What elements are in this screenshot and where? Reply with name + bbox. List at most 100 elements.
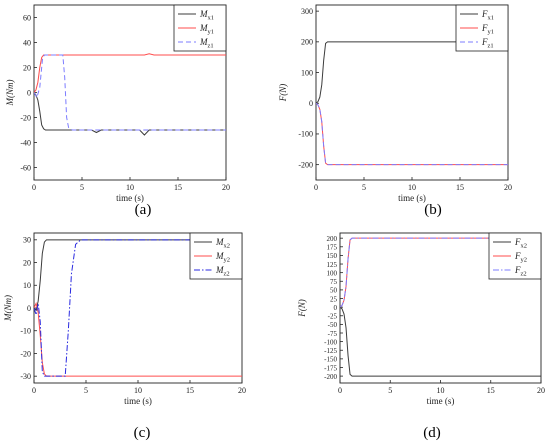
legend-label-subscript: x1 [488, 15, 495, 22]
y-tick-label: 20 [23, 63, 31, 72]
legend-label-subscript: x2 [224, 243, 231, 250]
series-line-Mx1 [34, 92, 226, 136]
y-tick-label: 100 [327, 269, 338, 277]
panel-caption: (c) [134, 425, 151, 441]
y-tick-label: -150 [324, 356, 337, 364]
chart-panel-b: 0 5 10 15 20 -200 -100 0 100 200 300 time (s) F(N) Fx… [278, 4, 512, 218]
chart-panel-c: 0 5 10 15 20 -30 -20 -10 0 10 20 30 time (s) M(Nm) Mx2… [3, 232, 246, 441]
legend-label-subscript: y2 [224, 257, 231, 264]
panel-caption: (a) [135, 202, 152, 218]
legend-label-symbol: F [481, 9, 488, 19]
y-tick-label: 0 [27, 304, 31, 313]
y-tick-label: 50 [330, 287, 338, 295]
x-tick-label: 20 [537, 386, 545, 395]
series-line-Fx1 [316, 41, 508, 104]
y-tick-label: 0 [309, 99, 313, 108]
legend-label-subscript: z1 [208, 43, 214, 50]
series-line-Fz1 [316, 102, 508, 166]
y-tick-label: 30 [23, 236, 31, 245]
legend-label: Fx1 [481, 9, 494, 22]
y-tick-label: 25 [330, 295, 338, 303]
chart-panel-d: 0 5 10 15 20-200-175-150-125-100-75-50-25025… [297, 232, 545, 441]
legend-label-subscript: x2 [521, 243, 528, 250]
legend-label-symbol: M [215, 251, 224, 261]
y-tick-label: -60 [20, 163, 31, 172]
y-tick-label: -75 [328, 330, 338, 338]
legend-label-symbol: M [215, 265, 224, 275]
legend-label: Fz1 [481, 37, 494, 50]
panel-caption: (d) [423, 425, 441, 441]
y-tick-label: 150 [327, 252, 338, 260]
series-line-Fy1 [316, 102, 508, 166]
y-tick-label: 200 [327, 235, 338, 243]
y-tick-label: -175 [324, 364, 337, 372]
legend-label: My2 [215, 251, 230, 264]
y-tick-label: -20 [20, 349, 31, 358]
legend-label-subscript: y2 [521, 257, 528, 264]
legend-label-subscript: z2 [224, 271, 230, 278]
legend-label: Fy1 [481, 23, 494, 36]
y-tick-label: 200 [301, 38, 313, 47]
x-tick-label: 10 [126, 183, 134, 192]
x-tick-label: 5 [388, 386, 392, 395]
x-tick-label: 15 [487, 386, 495, 395]
legend-label: Mx1 [199, 9, 214, 22]
y-tick-label: -200 [324, 373, 337, 381]
y-tick-label: -10 [20, 327, 31, 336]
legend-label: Mz1 [199, 37, 214, 50]
legend-label-symbol: M [215, 237, 224, 247]
legend-label-symbol: F [514, 237, 521, 247]
legend-label: Fy2 [514, 251, 527, 264]
legend-label: Fx2 [514, 237, 527, 250]
y-tick-label: 10 [23, 281, 31, 290]
legend-label-symbol: F [514, 265, 521, 275]
x-tick-label: 5 [84, 386, 88, 395]
y-tick-label: -200 [298, 160, 313, 169]
y-axis-label: F(N) [278, 84, 288, 103]
y-tick-label: -125 [324, 347, 337, 355]
legend-label: My1 [199, 23, 214, 36]
legend-label-symbol: F [481, 23, 488, 33]
x-tick-label: 10 [408, 183, 416, 192]
y-tick-label: 100 [301, 68, 313, 77]
series-line-Mz2 [34, 239, 242, 377]
legend-label-symbol: F [481, 37, 488, 47]
legend-label-symbol: M [199, 23, 208, 33]
x-tick-label: 0 [32, 386, 36, 395]
x-tick-label: 5 [362, 183, 366, 192]
x-tick-label: 5 [80, 183, 84, 192]
series-line-Mz1 [34, 54, 226, 131]
x-tick-label: 20 [238, 386, 246, 395]
x-tick-label: 0 [338, 386, 342, 395]
legend-label-symbol: M [199, 9, 208, 19]
y-tick-label: 300 [301, 7, 313, 16]
y-tick-label: -100 [324, 338, 337, 346]
y-axis-label: F(N) [297, 299, 307, 318]
x-tick-label: 10 [134, 386, 142, 395]
chart-panel-a: 0 5 10 15 20 -60 -40 -20 0 20 40 60 time (s) M(Nm) Mx1… [5, 4, 230, 218]
x-tick-label: 20 [222, 183, 230, 192]
legend-label-subscript: z1 [488, 43, 494, 50]
series-line-My2 [34, 301, 242, 377]
legend-label: Mz2 [215, 265, 230, 278]
y-tick-label: 20 [23, 258, 31, 267]
series-line-Fz2 [340, 237, 541, 308]
y-tick-label: -30 [20, 372, 31, 381]
x-tick-label: 20 [504, 183, 512, 192]
panel-caption: (b) [424, 202, 442, 218]
legend-label-subscript: y1 [208, 29, 215, 36]
x-tick-label: 15 [174, 183, 182, 192]
y-tick-label: -25 [328, 313, 338, 321]
y-axis-label: M(Nm) [3, 295, 13, 322]
legend-label: Mx2 [215, 237, 230, 250]
x-tick-label: 15 [186, 386, 194, 395]
legend-label-subscript: z2 [521, 271, 527, 278]
y-tick-label: 75 [330, 278, 338, 286]
legend-label-subscript: x1 [208, 15, 215, 22]
y-tick-label: 125 [327, 261, 338, 269]
x-tick-label: 0 [32, 183, 36, 192]
x-axis-label: time (s) [427, 396, 455, 406]
y-tick-label: -100 [298, 130, 313, 139]
legend-label-subscript: y1 [488, 29, 495, 36]
